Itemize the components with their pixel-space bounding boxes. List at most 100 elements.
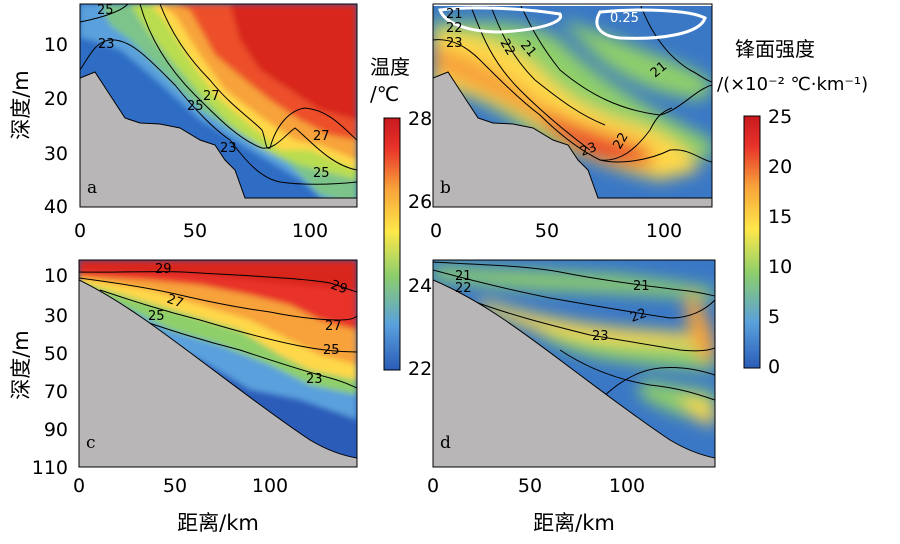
panel-a-contours	[80, 4, 357, 185]
contour-label: 21	[633, 279, 650, 294]
panel-d-xlabel: 距离/km	[533, 511, 615, 535]
panel-a-bathymetry	[80, 71, 357, 207]
colorbar-front-unit: /(×10⁻² ℃·km⁻¹)	[717, 74, 868, 95]
panel-a-letter: a	[87, 178, 97, 198]
panel-d-frame	[432, 259, 716, 468]
panel-b-letter: b	[440, 178, 451, 198]
tick-label: 20	[768, 156, 792, 178]
panel-a: 25 23 27 25 23 27 25	[80, 3, 357, 207]
tick-label: 15	[768, 206, 792, 228]
tick-label: 22	[408, 358, 432, 380]
panel-d: 21 22 21 22 23	[433, 260, 715, 467]
axes: 0 50 100 10 20 30 40 0 50 100 0 50 100 1…	[9, 34, 682, 535]
contour-label: 22	[628, 306, 649, 326]
tick-label: 40	[44, 196, 68, 218]
contour-label: 25	[187, 99, 204, 114]
contour-label: 27	[313, 129, 330, 144]
contour-label: 27	[325, 319, 342, 334]
contour-label: 22	[446, 21, 463, 36]
contour-label: 22	[497, 37, 518, 59]
contour-label: 25	[323, 343, 340, 358]
tick-label: 100	[292, 220, 328, 242]
tick-label: 5	[768, 306, 780, 328]
contour-label-highlight: 0.25	[610, 11, 639, 26]
contour-label: 22	[610, 130, 631, 152]
tick-label: 100	[252, 475, 288, 497]
colorbar-temperature: 温度 /℃ 28 26 24 22	[370, 55, 432, 380]
panel-c-ylabel: 深度/m	[9, 330, 33, 400]
tick-label: 50	[518, 475, 542, 497]
tick-label: 10	[768, 256, 792, 278]
panel-a-xticks: 0 50 100	[74, 220, 328, 242]
tick-label: 100	[646, 220, 682, 242]
tick-label: 0	[768, 356, 780, 378]
panel-b-bathymetry	[433, 71, 712, 207]
panel-c: 29 29 27 27 25 25 23	[79, 260, 357, 467]
contour-label: 25	[313, 166, 330, 181]
panel-d-contours	[433, 261, 715, 401]
panel-b-xticks: 0 50 100	[430, 220, 682, 242]
tick-label: 20	[44, 88, 68, 110]
panel-c-yticks: 10 30 50 70 90 110	[32, 265, 68, 479]
tick-label: 50	[535, 220, 559, 242]
panel-a-contour-labels: 25 23 27 25 23 27 25	[97, 3, 330, 181]
tick-label: 0	[430, 220, 442, 242]
tick-label: 24	[408, 275, 432, 297]
tick-label: 0	[74, 220, 86, 242]
contour-label: 27	[165, 292, 186, 312]
contour-label: 23	[578, 140, 599, 160]
panel-b-highlight-contours	[433, 4, 712, 40]
tick-label: 110	[32, 457, 68, 479]
tick-label: 0	[73, 475, 85, 497]
contour-label: 23	[306, 372, 323, 387]
contour-label: 23	[592, 329, 609, 344]
contour-label: 23	[98, 37, 115, 52]
panel-d-contour-labels: 21 22 21 22 23	[455, 269, 650, 344]
panel-c-contour-labels: 29 29 27 27 25 25 23	[148, 262, 349, 387]
panel-c-xticks: 0 50 100	[73, 475, 288, 497]
tick-label: 30	[44, 305, 68, 327]
contour-label: 21	[455, 269, 472, 284]
panel-d-field	[433, 265, 715, 425]
panel-a-field	[80, 4, 357, 207]
panel-b-field	[433, 20, 712, 180]
panel-c-frame	[78, 259, 358, 468]
tick-label: 28	[408, 108, 432, 130]
tick-label: 10	[44, 265, 68, 287]
panel-a-yticks: 10 20 30 40	[44, 34, 68, 218]
contour-label: 23	[446, 36, 463, 51]
panel-b-frame	[432, 3, 713, 208]
tick-label: 25	[768, 106, 792, 128]
tick-label: 30	[44, 143, 68, 165]
colorbar-front-ticks: 25 20 15 10 5 0	[768, 106, 792, 378]
panel-b: 21 22 23 21 22 21 23 22 0.25	[433, 4, 712, 207]
contour-label: 22	[455, 281, 472, 296]
colorbar-front-scale	[743, 115, 761, 369]
panel-c-bathymetry	[79, 279, 357, 467]
contour-label: 27	[203, 89, 220, 104]
panel-d-bathymetry	[433, 279, 715, 467]
panel-a-ylabel: 深度/m	[9, 70, 33, 140]
colorbar-front-title: 锋面强度	[735, 37, 815, 61]
colorbar-front-intensity: 锋面强度 /(×10⁻² ℃·km⁻¹) 25 20 15 10 5 0	[717, 37, 868, 378]
panel-a-frame	[79, 3, 358, 208]
colorbar-temp-title: 温度	[370, 55, 410, 79]
panel-c-letter: c	[86, 433, 96, 453]
panel-d-xticks: 0 50 100	[427, 475, 645, 497]
contour-label: 29	[155, 262, 172, 277]
tick-label: 50	[163, 475, 187, 497]
tick-label: 50	[183, 220, 207, 242]
panel-d-letter: d	[440, 433, 451, 453]
panel-c-contours	[79, 271, 357, 389]
contour-label: 25	[97, 3, 114, 18]
tick-label: 50	[44, 343, 68, 365]
contour-label: 29	[329, 278, 350, 298]
panel-c-xlabel: 距离/km	[177, 511, 259, 535]
contour-label: 25	[148, 309, 165, 324]
tick-label: 70	[44, 381, 68, 403]
colorbar-temp-ticks: 28 26 24 22	[408, 108, 432, 380]
panel-b-contour-labels: 21 22 23 21 22 21 23 22	[446, 7, 670, 160]
tick-label: 26	[408, 191, 432, 213]
tick-label: 90	[44, 419, 68, 441]
